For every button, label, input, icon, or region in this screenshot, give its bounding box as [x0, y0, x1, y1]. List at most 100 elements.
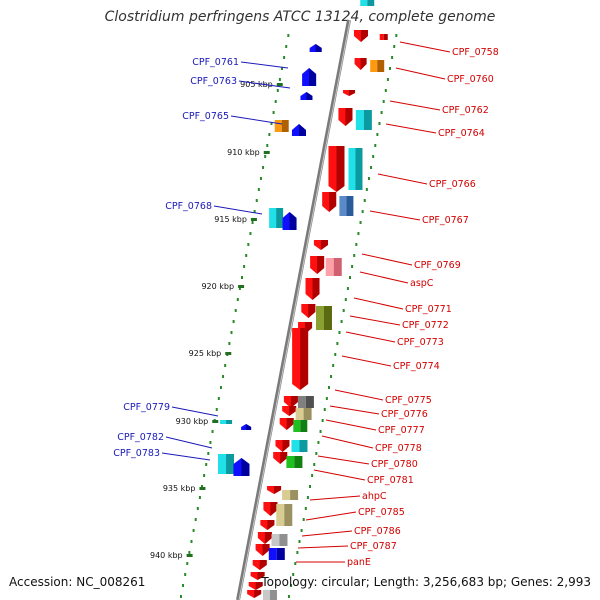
- gene-feature: [275, 440, 290, 452]
- gene-name: CPF_0762: [442, 105, 489, 116]
- kbp-tick: 935 kbp: [163, 484, 206, 493]
- gene-feature: [282, 490, 299, 500]
- gene-label-CPF_0779[interactable]: CPF_0779: [123, 402, 219, 417]
- genome-backbone: [236, 19, 351, 600]
- kbp-tick-label: 920 kbp: [201, 282, 234, 291]
- kbp-tick: 940 kbp: [150, 551, 193, 560]
- kbp-tick-label: 910 kbp: [227, 148, 260, 157]
- gene-label-CPF_0782[interactable]: CPF_0782: [117, 432, 213, 449]
- kbp-tick: 920 kbp: [201, 282, 245, 291]
- gene-features: [218, 0, 388, 600]
- gene-name: CPF_0787: [350, 541, 397, 552]
- gene-name: CPF_0786: [354, 526, 401, 537]
- gene-label-CPF_0764[interactable]: CPF_0764: [385, 123, 485, 139]
- gene-feature: [286, 456, 303, 468]
- gene-name: CPF_0773: [397, 337, 444, 348]
- gene-label-CPF_0787[interactable]: CPF_0787: [297, 541, 397, 552]
- gene-feature: [268, 548, 285, 560]
- gene-feature: [301, 304, 316, 318]
- gene-name: aspC: [410, 278, 434, 289]
- gene-name: CPF_0760: [447, 74, 494, 85]
- topology-text: Topology: circular; Length: 3,256,683 bp…: [261, 575, 591, 589]
- gene-label-CPF_0776[interactable]: CPF_0776: [329, 405, 428, 420]
- gene-feature: [302, 68, 317, 86]
- gene-label-CPF_0763[interactable]: CPF_0763: [190, 76, 291, 89]
- gene-name: CPF_0775: [385, 395, 432, 406]
- gene-feature: [220, 420, 233, 424]
- gene-feature: [262, 590, 277, 600]
- map-title: Clostridium perfringens ATCC 13124, comp…: [104, 9, 496, 25]
- gene-feature: [325, 258, 342, 276]
- gene-name: CPF_0768: [165, 201, 212, 212]
- gene-feature: [241, 424, 252, 430]
- gene-name: ahpC: [362, 491, 387, 502]
- gene-labels: CPF_0761 CPF_0763 CPF_0765 CPF_0768 CPF_0779…: [113, 41, 499, 568]
- gene-feature: [292, 328, 309, 390]
- gene-label-CPF_0773[interactable]: CPF_0773: [345, 331, 444, 348]
- gene-label-CPF_0761[interactable]: CPF_0761: [192, 57, 289, 69]
- gene-label-CPF_0766[interactable]: CPF_0766: [377, 173, 476, 190]
- kbp-tick-label: 935 kbp: [163, 484, 196, 493]
- gene-label-CPF_0781[interactable]: CPF_0781: [313, 469, 414, 486]
- gene-feature: [310, 256, 325, 274]
- gene-feature: [252, 560, 267, 570]
- kbp-tick-label: 915 kbp: [214, 215, 247, 224]
- gene-label-CPF_0774[interactable]: CPF_0774: [341, 355, 440, 372]
- gene-label-CPF_0768[interactable]: CPF_0768: [165, 201, 263, 215]
- gene-label-CPF_0778[interactable]: CPF_0778: [321, 435, 422, 454]
- gene-name: CPF_0778: [375, 443, 422, 454]
- gene-feature: [328, 146, 345, 192]
- gene-label-CPF_0780[interactable]: CPF_0780: [317, 455, 418, 470]
- kbp-tick-label: 940 kbp: [150, 551, 183, 560]
- gene-name: CPF_0764: [438, 128, 485, 139]
- gene-label-ahpC[interactable]: ahpC: [309, 491, 387, 502]
- gene-feature: [339, 196, 354, 216]
- gene-feature: [247, 590, 262, 598]
- accession-text: Accession: NC_008261: [9, 575, 146, 589]
- gene-feature: [271, 534, 288, 546]
- kbp-tick-label: 930 kbp: [176, 417, 209, 426]
- gene-feature: [269, 208, 284, 228]
- gene-label-CPF_0769[interactable]: CPF_0769: [361, 253, 461, 271]
- gene-name: CPF_0769: [414, 260, 461, 271]
- gene-name: CPF_0782: [117, 432, 164, 443]
- right-dot-track: [287, 34, 398, 598]
- gene-feature: [338, 108, 353, 126]
- gene-name: CPF_0772: [402, 320, 449, 331]
- gene-feature: [255, 544, 270, 556]
- gene-name: CPF_0774: [393, 361, 440, 372]
- gene-feature: [355, 110, 372, 130]
- gene-feature: [291, 440, 308, 452]
- gene-label-CPF_0775[interactable]: CPF_0775: [334, 389, 432, 406]
- gene-label-panE[interactable]: panE: [296, 557, 371, 568]
- gene-feature: [263, 502, 278, 516]
- gene-feature: [370, 60, 385, 72]
- gene-label-CPF_0785[interactable]: CPF_0785: [305, 507, 405, 521]
- gene-name: CPF_0781: [367, 475, 414, 486]
- gene-name: CPF_0758: [452, 47, 499, 58]
- kbp-tick: 910 kbp: [227, 148, 270, 157]
- gene-label-CPF_0786[interactable]: CPF_0786: [301, 526, 401, 537]
- gene-label-CPF_0760[interactable]: CPF_0760: [395, 67, 494, 85]
- gene-feature: [257, 532, 272, 544]
- gene-feature: [282, 212, 297, 230]
- gene-feature: [282, 406, 297, 416]
- gene-label-CPF_0771[interactable]: CPF_0771: [353, 297, 452, 315]
- gene-name: CPF_0779: [123, 402, 170, 413]
- gene-label-CPF_0772[interactable]: CPF_0772: [349, 315, 449, 331]
- gene-label-CPF_0777[interactable]: CPF_0777: [325, 419, 425, 436]
- gene-feature: [300, 92, 313, 100]
- gene-label-CPF_0783[interactable]: CPF_0783: [113, 448, 211, 461]
- gene-label-aspC[interactable]: aspC: [359, 271, 434, 289]
- gene-label-CPF_0767[interactable]: CPF_0767: [369, 210, 469, 226]
- gene-label-CPF_0762[interactable]: CPF_0762: [389, 100, 489, 116]
- gene-name: CPF_0767: [422, 215, 469, 226]
- gene-label-CPF_0765[interactable]: CPF_0765: [182, 111, 283, 125]
- gene-feature: [218, 454, 235, 474]
- gene-label-CPF_0758[interactable]: CPF_0758: [399, 41, 499, 58]
- gene-feature: [250, 572, 265, 580]
- gene-feature: [293, 420, 308, 432]
- kbp-tick-label: 925 kbp: [189, 349, 222, 358]
- gene-feature: [309, 44, 322, 52]
